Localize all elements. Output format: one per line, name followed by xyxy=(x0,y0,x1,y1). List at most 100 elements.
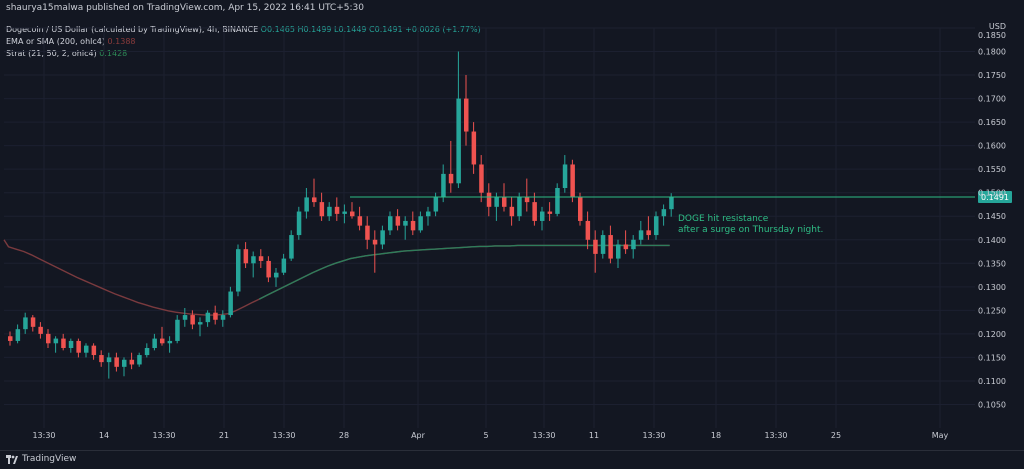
candle-body xyxy=(547,211,553,214)
candle xyxy=(578,192,583,226)
candles-layer xyxy=(8,51,674,379)
ema-200-layer xyxy=(3,239,670,316)
candle-body xyxy=(122,359,127,367)
candle xyxy=(631,235,636,259)
candle xyxy=(289,230,294,261)
candle-body xyxy=(600,235,606,254)
candle xyxy=(638,220,644,245)
candle-body xyxy=(654,216,659,236)
candle xyxy=(616,239,621,268)
candle-body xyxy=(266,260,271,278)
candle xyxy=(585,211,591,250)
candle-body xyxy=(479,164,484,193)
time-tick-label: 28 xyxy=(339,431,349,440)
candle xyxy=(137,352,142,367)
time-tick-label: 13:30 xyxy=(272,431,295,440)
tradingview-brand-label[interactable]: TradingView xyxy=(22,454,77,464)
candle-body xyxy=(471,131,477,165)
candle xyxy=(441,164,446,203)
candle-body xyxy=(380,230,385,245)
ema-200-line xyxy=(3,239,670,316)
candle-body xyxy=(38,326,43,334)
legend-strat-row[interactable]: Strat (21, 50, 2, ohlc4) 0.1428 xyxy=(6,48,481,60)
candle xyxy=(464,75,469,146)
candle xyxy=(646,216,651,240)
candle xyxy=(319,192,325,221)
candle xyxy=(502,183,507,212)
candle xyxy=(198,317,203,337)
candle-body xyxy=(152,338,157,348)
price-tick-label: 0.1650 xyxy=(978,118,1006,127)
price-tick-label: 0.1700 xyxy=(978,95,1006,104)
candle xyxy=(15,324,21,344)
candle xyxy=(654,211,659,240)
tradingview-logo-icon[interactable] xyxy=(6,454,18,465)
candle-body xyxy=(532,202,537,221)
candle xyxy=(46,329,51,348)
currency-indicator[interactable]: USD 0.1850 xyxy=(978,22,1006,40)
candle xyxy=(540,206,545,231)
candle-body xyxy=(8,336,13,341)
candle xyxy=(350,202,355,219)
candle-body xyxy=(426,211,431,217)
candle-body xyxy=(53,338,59,344)
candle xyxy=(433,192,439,217)
price-tick-label: 0.1800 xyxy=(978,48,1006,57)
candle-body xyxy=(669,196,674,210)
candle-body xyxy=(327,206,332,217)
candle-body xyxy=(304,197,309,212)
candle xyxy=(106,352,112,379)
current-price-tag xyxy=(978,190,1012,203)
time-tick-label: May xyxy=(932,431,949,440)
candle-body xyxy=(84,345,89,353)
candle-body xyxy=(198,322,203,325)
candle xyxy=(517,192,522,221)
price-axis: 0.1800 0.1750 0.1700 0.1650 0.1600 0.1550 0.15… xyxy=(978,48,1006,410)
candle-body xyxy=(23,317,28,330)
candle-body xyxy=(144,348,150,356)
candle-body xyxy=(403,220,408,226)
candle xyxy=(68,338,74,353)
legend-ema-row[interactable]: EMA or SMA (200, ohlc4) 0.1388 xyxy=(6,36,481,48)
candle xyxy=(152,333,157,351)
candle xyxy=(99,350,104,367)
candle xyxy=(426,206,431,226)
time-tick-label: 14 xyxy=(99,431,109,440)
candle xyxy=(61,333,66,351)
candle xyxy=(258,249,264,268)
time-axis: 13:30 14 13:30 21 13:30 28 Apr 5 13:30 11 13:30 18 1… xyxy=(32,431,948,440)
strat-value: 0.1428 xyxy=(99,49,128,58)
strat-label: Strat (21, 50, 2, ohlc4) xyxy=(6,49,97,58)
candle xyxy=(334,197,340,221)
candle-body xyxy=(251,256,256,264)
candle xyxy=(388,211,393,236)
time-tick-label: 18 xyxy=(711,431,721,440)
price-tick-label: 0.1250 xyxy=(978,306,1006,315)
candle xyxy=(167,336,173,353)
candle xyxy=(479,155,484,203)
candle xyxy=(532,192,537,226)
time-tick-label: Apr xyxy=(411,431,426,440)
candle-body xyxy=(68,340,74,348)
candle xyxy=(623,230,629,254)
candle xyxy=(456,51,461,188)
candle-body xyxy=(608,235,613,259)
candle xyxy=(661,204,667,226)
candle xyxy=(327,202,332,221)
candle-body xyxy=(319,202,325,217)
candle xyxy=(205,310,211,327)
candle-body xyxy=(220,315,226,320)
candle-body xyxy=(114,357,119,367)
candle xyxy=(509,197,515,226)
candle-body xyxy=(167,340,173,344)
candle xyxy=(274,268,279,287)
legend-symbol-row[interactable]: Dogecoin / US Dollar (calculated by Trad… xyxy=(6,24,481,36)
candle xyxy=(471,122,477,174)
candle xyxy=(114,352,119,372)
candle xyxy=(144,343,150,358)
candle-body xyxy=(661,209,667,217)
candle xyxy=(160,326,165,346)
candle-body xyxy=(562,164,568,188)
candle xyxy=(380,225,385,250)
